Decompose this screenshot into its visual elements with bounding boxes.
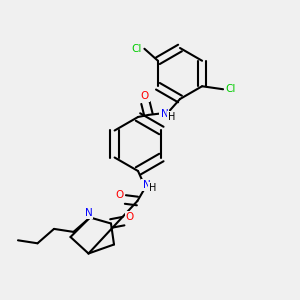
Text: N: N bbox=[160, 109, 168, 119]
Text: Cl: Cl bbox=[132, 44, 142, 54]
Text: Cl: Cl bbox=[225, 84, 236, 94]
Text: O: O bbox=[140, 91, 149, 101]
Text: H: H bbox=[149, 183, 157, 193]
Text: O: O bbox=[126, 212, 134, 223]
Text: N: N bbox=[142, 180, 150, 190]
Text: O: O bbox=[115, 190, 124, 200]
Text: N: N bbox=[85, 208, 92, 218]
Text: H: H bbox=[168, 112, 175, 122]
